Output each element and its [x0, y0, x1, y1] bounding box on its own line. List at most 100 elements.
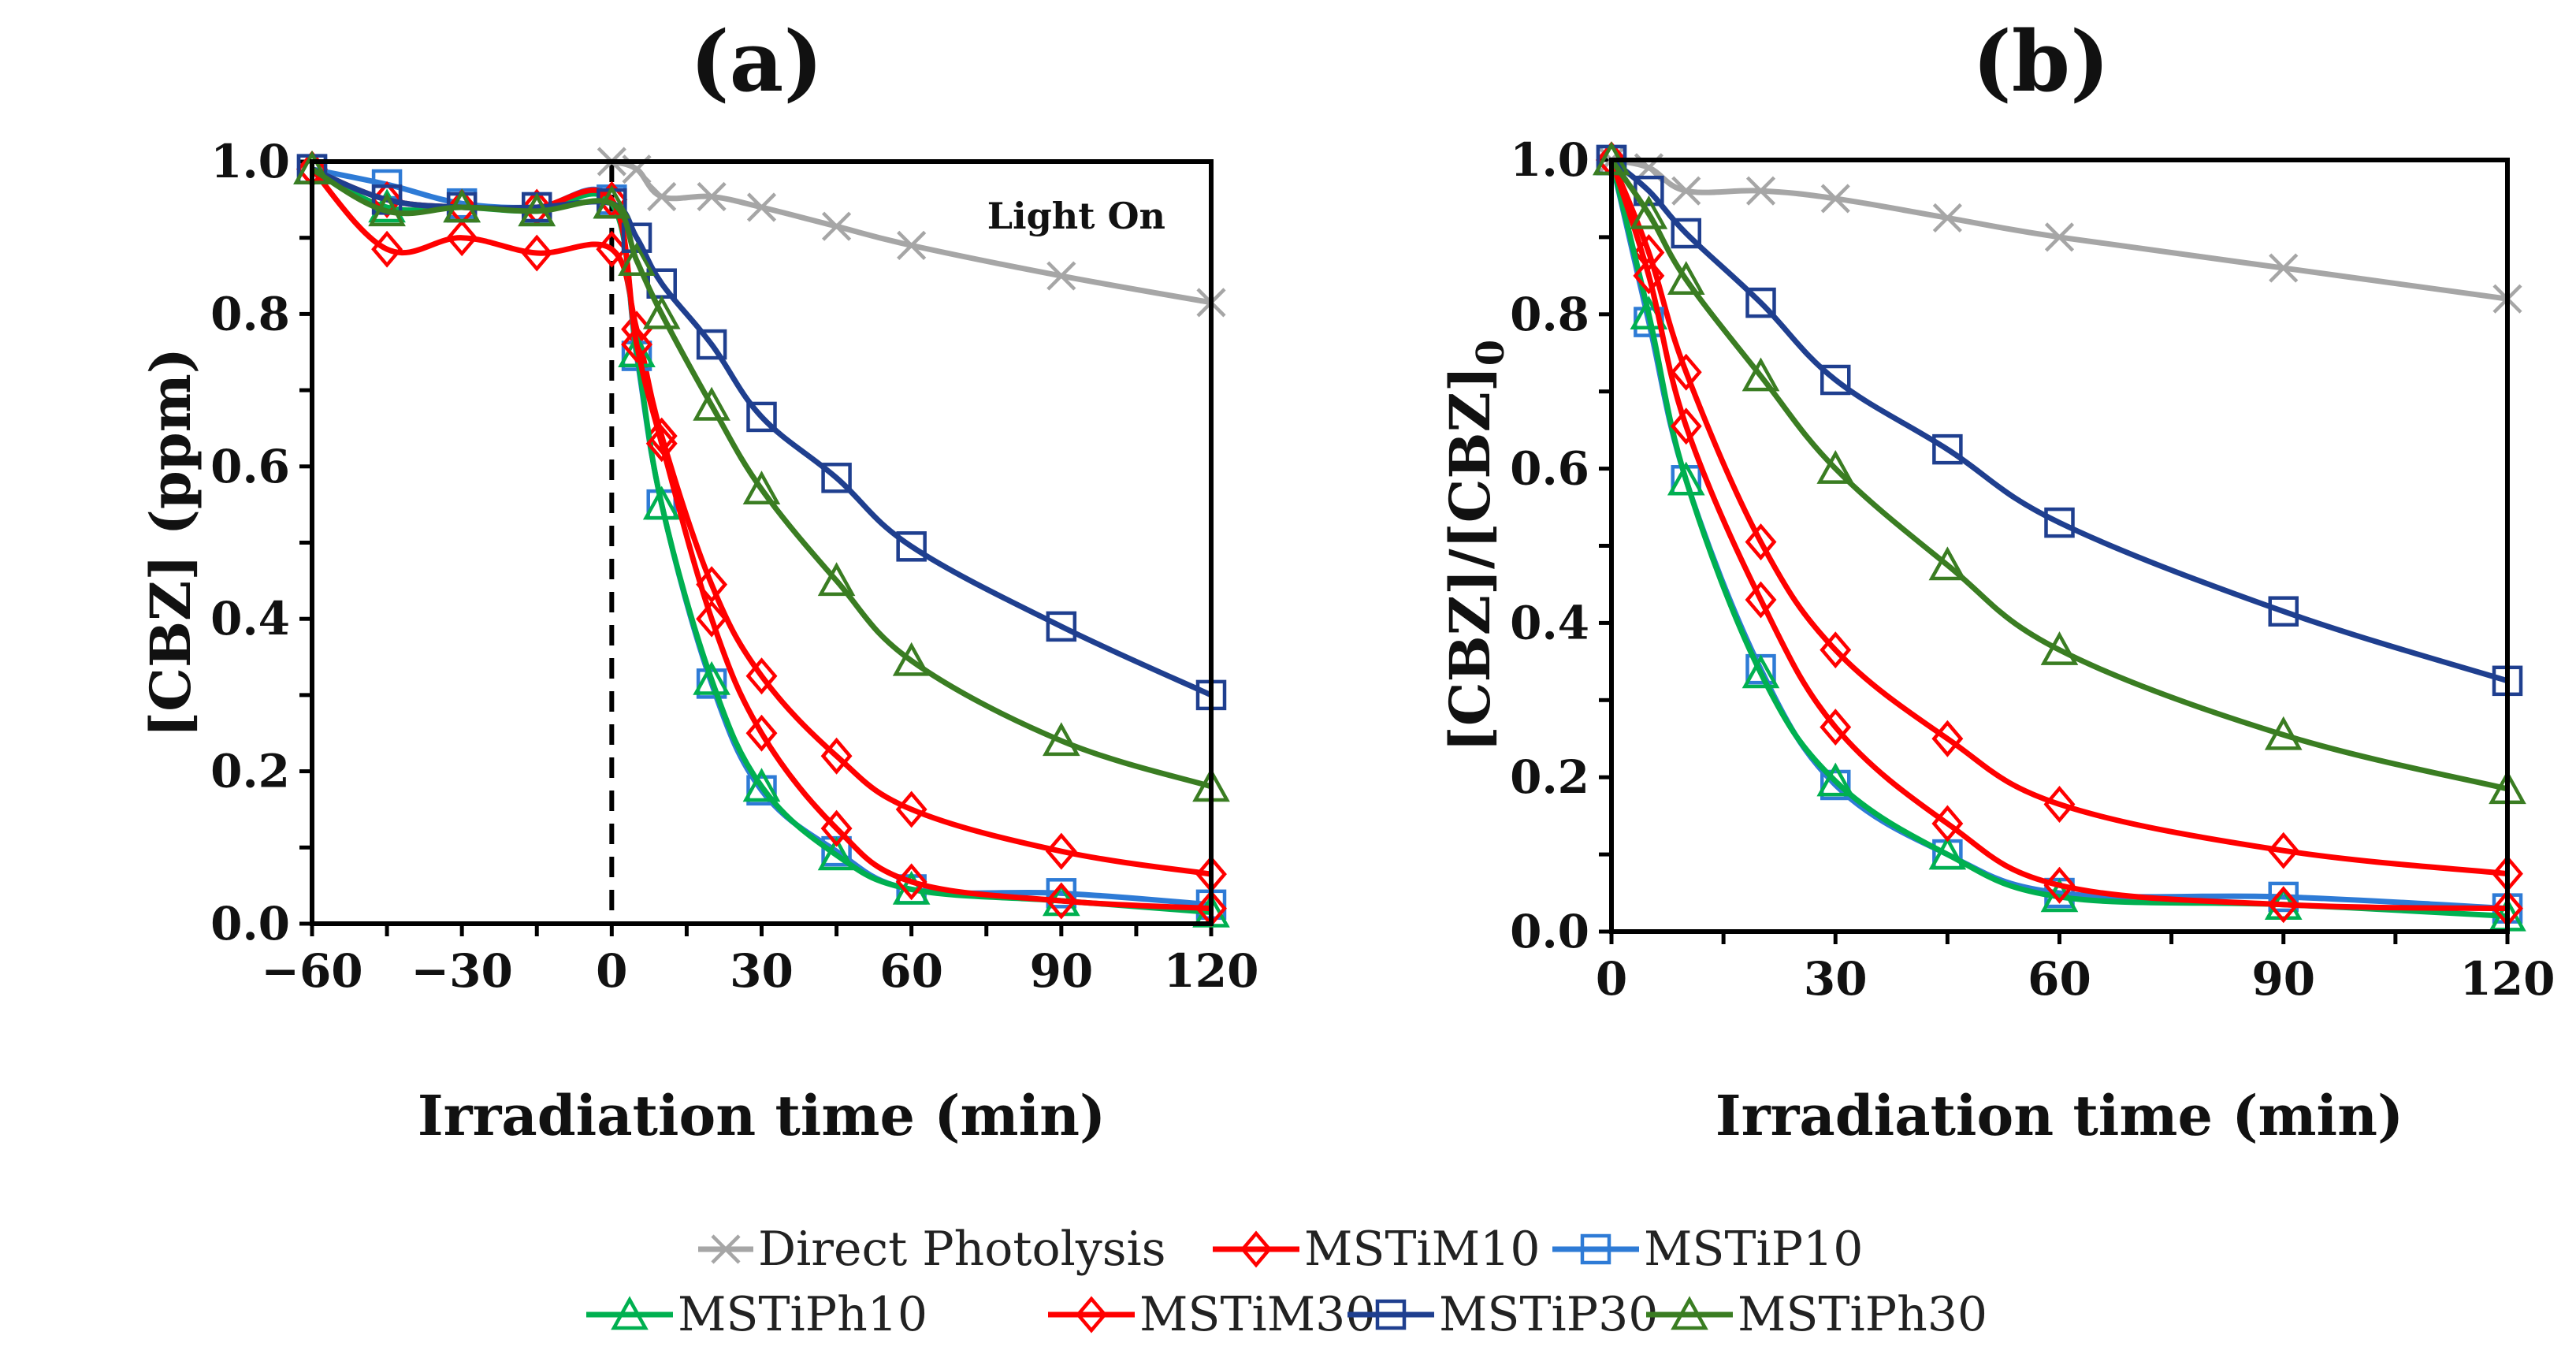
- chart-title: (b): [1972, 12, 2109, 110]
- legend: Direct Photolysis MSTiM10 MSTiP10 MSTiPh10 M…: [586, 1222, 1987, 1342]
- data-point: [1671, 218, 1701, 249]
- series-mstip30: [296, 154, 1227, 711]
- data-point: [1745, 287, 1776, 318]
- data-point: [1741, 357, 1780, 392]
- data-point: [647, 181, 677, 212]
- data-point: [1045, 832, 1077, 870]
- y-axis-label: [CBZ] (ppm): [138, 348, 203, 738]
- data-point: [696, 566, 728, 604]
- legend-item: MSTiP10: [1552, 1222, 1863, 1277]
- data-point: [642, 485, 681, 520]
- legend-item: MSTiP30: [1347, 1287, 1658, 1342]
- legend-label: MSTiM10: [1304, 1222, 1541, 1277]
- data-point: [1928, 546, 1967, 581]
- series-line: [1609, 158, 2509, 684]
- panel-b: (b) 0 30 60 90 120 0.0 0.2 0.4 0.6 0.8 1.0 Irradiati…: [1437, 12, 2556, 1148]
- legend-label: MSTiPh10: [678, 1287, 927, 1342]
- data-point: [821, 211, 852, 241]
- data-point: [368, 192, 406, 227]
- data-point: [2269, 253, 2299, 283]
- x-tick-label: 0: [596, 944, 627, 998]
- x-tick-label: 60: [879, 944, 943, 998]
- data-point: [618, 242, 656, 276]
- legend-label: MSTiM30: [1139, 1287, 1376, 1342]
- data-point: [817, 836, 856, 871]
- data-point: [1745, 176, 1776, 206]
- data-point: [742, 471, 781, 505]
- y-tick-label: 0.2: [1510, 750, 1589, 804]
- x-tick-label: 60: [2028, 952, 2091, 1006]
- data-point: [746, 775, 777, 806]
- y-tick-label: 0.0: [210, 897, 290, 950]
- data-point: [745, 714, 778, 752]
- x-tick-label: −30: [411, 944, 513, 998]
- y-tick-label: 0.6: [1510, 442, 1589, 496]
- data-point: [1633, 257, 1665, 295]
- data-point: [696, 329, 727, 360]
- y-tick-label: 1.0: [210, 135, 290, 188]
- legend-item: Direct Photolysis: [698, 1222, 1166, 1277]
- data-point: [696, 668, 727, 699]
- x-axis-label: Irradiation time (min): [418, 1083, 1106, 1148]
- data-point: [2043, 866, 2076, 904]
- x-tick-label: −60: [261, 944, 362, 998]
- data-point: [1045, 882, 1077, 920]
- legend-item: MSTiPh30: [1646, 1287, 1987, 1342]
- data-point: [1745, 523, 1777, 561]
- series-mstiph30: [1593, 141, 2526, 805]
- plot-frame: [1609, 158, 2510, 934]
- data-point: [2267, 831, 2299, 869]
- data-point: [1670, 353, 1702, 391]
- legend-diamond-marker-icon: [1240, 1230, 1272, 1268]
- series-mstim30: [1596, 141, 2523, 928]
- data-point: [621, 326, 652, 363]
- data-point: [2268, 881, 2299, 913]
- y-tick-label: 0.4: [1510, 596, 1589, 649]
- legend-label: Direct Photolysis: [758, 1222, 1166, 1277]
- data-point: [2267, 886, 2299, 924]
- legend-item: MSTiPh10: [586, 1287, 927, 1342]
- series-mstiph30: [293, 151, 1230, 802]
- data-point: [1671, 176, 1701, 206]
- data-point: [1667, 261, 1705, 295]
- y-axis-label-text: [CBZ] (ppm): [138, 348, 203, 738]
- y-tick-label: 1.0: [1510, 133, 1589, 187]
- y-axis-label-text: [CBZ]/[CBZ]: [1437, 366, 1503, 752]
- data-point: [1043, 722, 1080, 757]
- x-tick-label: 120: [1163, 944, 1258, 998]
- legend-diamond-marker-icon: [1076, 1296, 1107, 1334]
- series-direct-photolysis: [1597, 145, 2522, 314]
- data-point: [746, 192, 777, 222]
- data-point: [1931, 720, 1964, 757]
- series-mstiph10: [293, 151, 1230, 928]
- data-point: [1932, 433, 1963, 465]
- series-mstim30: [296, 151, 1227, 928]
- series-line: [1611, 157, 2508, 302]
- data-point: [1046, 878, 1077, 909]
- series-line: [1608, 158, 2508, 912]
- x-tick-label: 30: [1804, 952, 1868, 1006]
- legend-label: MSTiP10: [1644, 1222, 1863, 1277]
- data-point: [895, 863, 927, 901]
- data-point: [2268, 596, 2299, 627]
- data-point: [821, 463, 852, 493]
- data-point: [1931, 805, 1964, 843]
- data-point: [745, 657, 778, 695]
- x-tick-label: 0: [1596, 952, 1627, 1006]
- series-line: [1608, 159, 2508, 912]
- series-mstim10: [296, 151, 1227, 893]
- series-line: [1608, 158, 2508, 877]
- x-tick-label: 90: [1029, 944, 1093, 998]
- panel-a: (a) −60 −30 0 30 60 90 120 0.0 0.2 0.4 0.6 0.8 1.0 Irr…: [138, 12, 1259, 1148]
- data-point: [742, 768, 781, 802]
- data-point: [1670, 407, 1702, 445]
- data-point: [1745, 581, 1777, 619]
- data-point: [446, 219, 478, 257]
- data-point: [1630, 195, 1668, 229]
- data-point: [1820, 631, 1852, 669]
- y-axis-label-subscript: 0: [1469, 340, 1513, 366]
- x-tick-label: 120: [2459, 952, 2555, 1006]
- legend-item: MSTiM10: [1213, 1222, 1541, 1277]
- legend-item: MSTiM30: [1048, 1287, 1376, 1342]
